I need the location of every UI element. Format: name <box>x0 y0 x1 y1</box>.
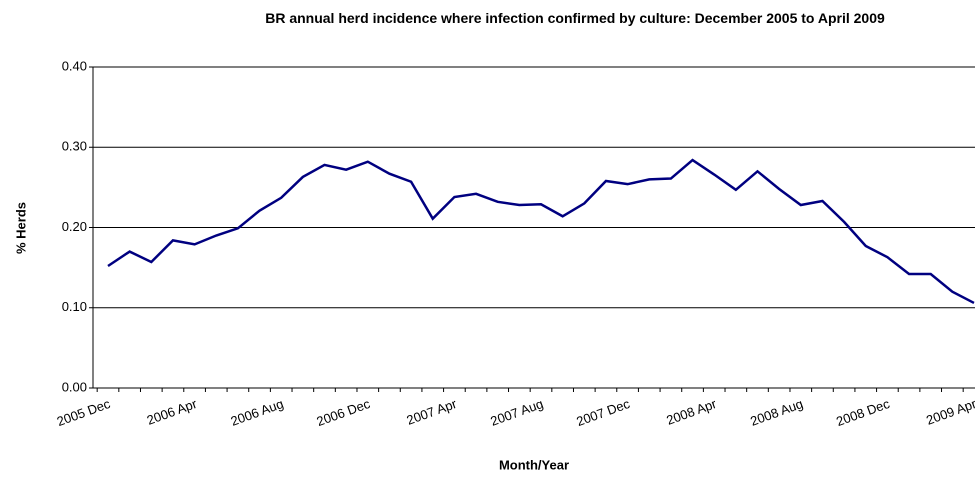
x-tick-label: 2006 Aug <box>229 396 286 429</box>
y-tick-label: 0.30 <box>62 139 87 154</box>
x-tick-label: 2006 Apr <box>145 396 200 428</box>
x-tick-label: 2007 Apr <box>405 396 460 428</box>
y-tick-label: 0.20 <box>62 219 87 234</box>
y-tick-label: 0.10 <box>62 299 87 314</box>
y-tick-label: 0.40 <box>62 58 87 73</box>
x-tick-label: 2005 Dec <box>55 396 113 429</box>
data-line <box>107 158 975 305</box>
x-tick-label: 2006 Dec <box>315 396 373 429</box>
x-tick-label: 2007 Dec <box>574 396 632 429</box>
chart-title: BR annual herd incidence where infection… <box>265 10 885 26</box>
x-tick-label: 2009 Apr <box>924 396 975 428</box>
x-tick-label: 2008 Aug <box>748 396 805 429</box>
x-tick-label: 2008 Apr <box>664 396 719 428</box>
y-axis-label: % Herds <box>13 202 28 254</box>
x-tick-label: 2008 Dec <box>834 396 892 429</box>
x-tick-label: 2007 Aug <box>488 396 545 429</box>
y-tick-label: 0.00 <box>62 379 87 394</box>
x-axis-label: Month/Year <box>499 457 569 472</box>
